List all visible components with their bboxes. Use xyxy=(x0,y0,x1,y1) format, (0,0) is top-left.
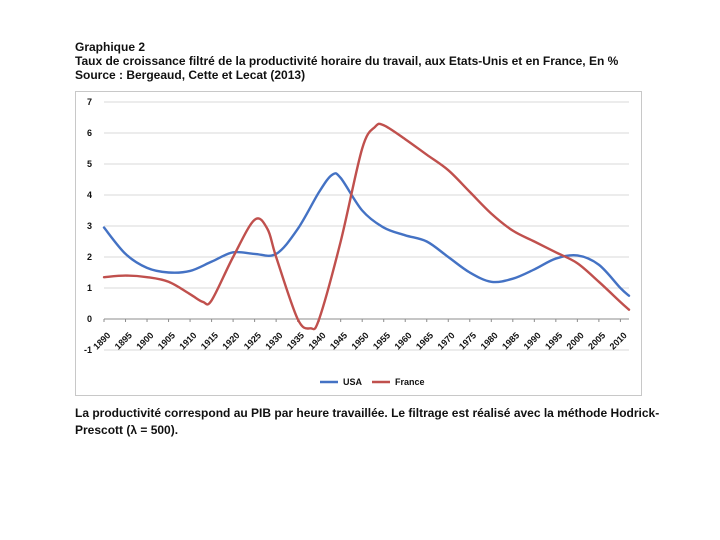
x-tick-label: 1985 xyxy=(500,330,521,351)
x-tick-label: 1890 xyxy=(91,330,112,351)
chart-title: Taux de croissance filtré de la producti… xyxy=(75,54,619,68)
y-tick-label: 0 xyxy=(87,314,92,324)
x-tick-label: 1995 xyxy=(543,330,564,351)
x-tick-label: 1910 xyxy=(177,330,198,351)
chart-source: Source : Bergeaud, Cette et Lecat (2013) xyxy=(75,68,306,82)
x-tick-label: 1920 xyxy=(220,330,241,351)
y-tick-label: 6 xyxy=(87,128,92,138)
series-line-usa xyxy=(102,172,631,297)
figure-label: Graphique 2 xyxy=(75,40,146,54)
chart-footnote: La productivité correspond au PIB par he… xyxy=(75,406,660,437)
x-tick-label: 1930 xyxy=(263,330,284,351)
y-tick-label: 3 xyxy=(87,221,92,231)
y-tick-label: 4 xyxy=(87,190,92,200)
x-tick-label: 1955 xyxy=(371,330,392,351)
x-tick-label: 2000 xyxy=(565,330,586,351)
y-tick-label: 5 xyxy=(87,159,92,169)
x-tick-label: 1990 xyxy=(522,330,543,351)
x-tick-label: 1950 xyxy=(349,330,370,351)
x-tick-label: 1960 xyxy=(392,330,413,351)
x-tick-label: 1905 xyxy=(156,330,177,351)
legend-label-france: France xyxy=(395,377,425,387)
x-tick-label: 1980 xyxy=(479,330,500,351)
x-tick-label: 1935 xyxy=(285,330,306,351)
x-tick-label: 1895 xyxy=(113,330,134,351)
x-tick-label: 1940 xyxy=(306,330,327,351)
legend-label-usa: USA xyxy=(343,377,363,387)
y-tick-label: -1 xyxy=(84,345,92,355)
x-tick-label: 1965 xyxy=(414,330,435,351)
chart-frame: -1 0 1 2 3 4 5 6 7 1890 1895 1900 1905 1910 1915 1920 19… xyxy=(75,91,642,396)
chart-header: Graphique 2 Taux de croissance filtré de… xyxy=(75,40,695,82)
x-tick-label: 1970 xyxy=(436,330,457,351)
x-tick-label: 2005 xyxy=(586,330,607,351)
x-tick-label: 1915 xyxy=(199,330,220,351)
series-line-france xyxy=(102,122,631,331)
x-tick-label: 1975 xyxy=(457,330,478,351)
y-tick-label: 2 xyxy=(87,252,92,262)
x-tick-label: 2010 xyxy=(608,330,629,351)
y-tick-label: 7 xyxy=(87,97,92,107)
y-tick-label: 1 xyxy=(87,283,92,293)
x-tick-label: 1900 xyxy=(134,330,155,351)
x-tick-label: 1925 xyxy=(242,330,263,351)
x-tick-label: 1945 xyxy=(328,330,349,351)
